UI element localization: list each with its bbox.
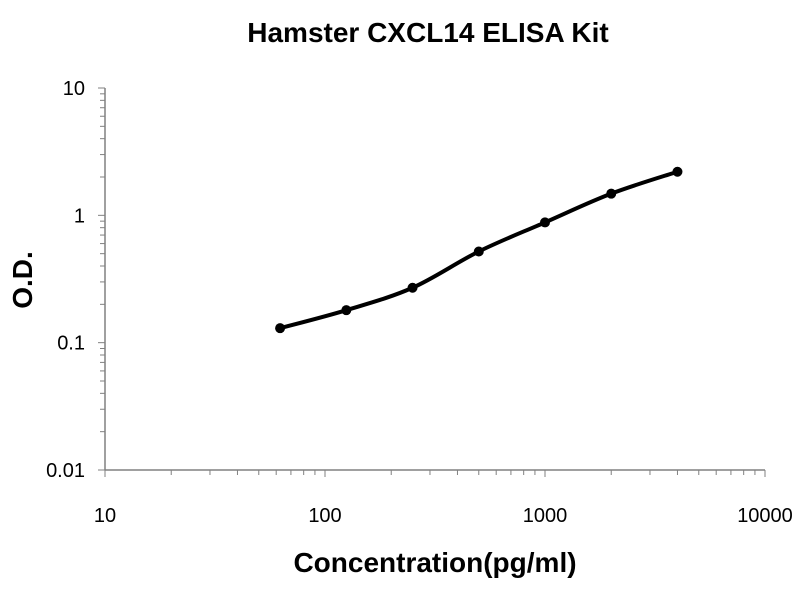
x-tick-label: 100 (308, 505, 341, 527)
x-tick-label: 10 (94, 505, 116, 527)
y-tick-label: 0.1 (57, 333, 85, 355)
data-point (275, 323, 286, 334)
x-tick-label: 10000 (737, 505, 793, 527)
tick-labels: 10 100 1000 10000 0.01 0.1 1 10 (46, 78, 793, 527)
data-point (407, 282, 418, 293)
data-point (606, 188, 617, 199)
data-point (672, 166, 683, 177)
x-tick-label: 1000 (523, 505, 568, 527)
data-point (473, 246, 484, 257)
y-tick-label: 0.01 (46, 460, 85, 482)
y-tick-label: 1 (74, 205, 85, 227)
x-axis-title: Concentration(pg/ml) (293, 547, 576, 578)
data-point (540, 217, 550, 228)
chart-title: Hamster CXCL14 ELISA Kit (247, 17, 609, 48)
axes (104, 88, 765, 471)
data-points (275, 166, 683, 334)
y-tick-label: 10 (63, 78, 85, 100)
data-point (341, 305, 352, 316)
tick-marks (98, 87, 766, 477)
y-axis-title: O.D. (7, 251, 38, 309)
